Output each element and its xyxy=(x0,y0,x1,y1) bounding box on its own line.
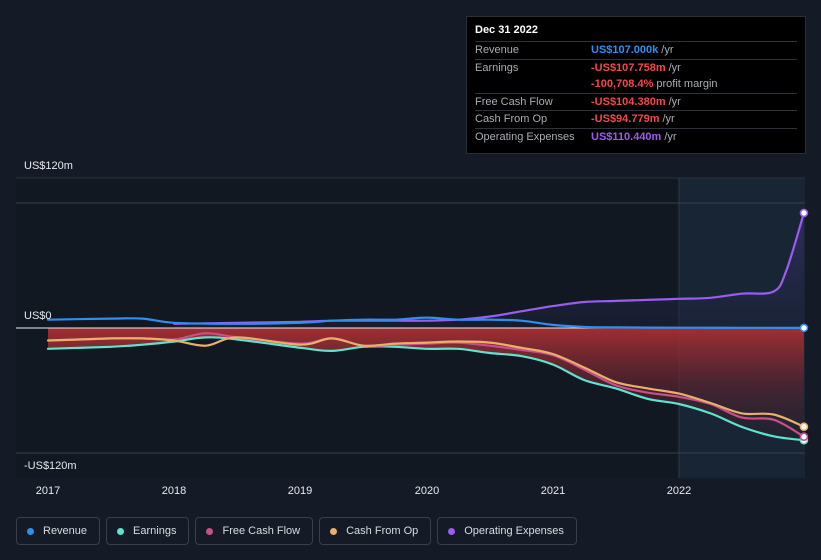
cash-from-op-end-marker xyxy=(799,422,809,432)
free-cash-flow-end-marker xyxy=(799,432,809,442)
tooltip-label: Cash From Op xyxy=(475,113,548,126)
tooltip-label: Earnings xyxy=(475,61,519,74)
tooltip-label: Revenue xyxy=(475,44,520,57)
legend-label: Earnings xyxy=(133,525,177,537)
legend-item-cash-from-op[interactable]: Cash From Op xyxy=(319,517,432,545)
cash-from-op-dot-icon xyxy=(330,527,338,535)
x-tick-label: 2018 xyxy=(161,485,187,497)
tooltip-value: US$110.440m xyxy=(591,130,662,143)
earnings-line xyxy=(46,336,805,442)
y-axis-bottom-label: -US$120m xyxy=(24,460,77,472)
cash-from-op-line xyxy=(46,336,805,428)
tooltip-row-cash-from-op: Cash From Op -US$94.779m /yr xyxy=(475,110,797,128)
tooltip-row-operating-expenses: Operating Expenses US$110.440m /yr xyxy=(475,127,797,146)
revenue-dot-icon xyxy=(27,527,34,535)
tooltip-unit: /yr xyxy=(664,130,677,143)
tooltip-row-profit-margin: -100,708.4% profit margin xyxy=(475,76,797,93)
earnings-area-fill xyxy=(48,328,804,441)
legend-label: Operating Expenses xyxy=(464,525,564,537)
legend-label: Revenue xyxy=(43,525,88,537)
data-tooltip: Dec 31 2022 Revenue US$107.000k /yr Earn… xyxy=(466,16,806,154)
tooltip-unit: /yr xyxy=(662,113,675,126)
operating-expenses-dot-icon xyxy=(448,527,456,535)
tooltip-value: -US$107.758m xyxy=(591,61,666,74)
earnings-dot-icon xyxy=(117,527,125,535)
legend-item-revenue[interactable]: Revenue xyxy=(16,517,101,545)
x-tick-label: 2021 xyxy=(540,485,566,497)
revenue-end-marker xyxy=(799,323,809,333)
tooltip-unit: /yr xyxy=(668,61,681,74)
legend-label: Free Cash Flow xyxy=(222,525,301,537)
legend-item-earnings[interactable]: Earnings xyxy=(106,517,190,545)
tooltip-value: US$107.000k xyxy=(591,44,659,57)
x-tick-label: 2022 xyxy=(666,485,692,497)
x-tick-label: 2019 xyxy=(287,485,313,497)
y-axis-top-label: US$120m xyxy=(24,160,73,172)
revenue-line xyxy=(46,316,805,329)
chart-area xyxy=(16,177,809,478)
x-tick-label: 2017 xyxy=(35,485,61,497)
x-tick-label: 2020 xyxy=(414,485,440,497)
tooltip-unit: profit margin xyxy=(656,78,718,91)
chart-legend: Revenue Earnings Free Cash Flow Cash Fro… xyxy=(16,517,577,545)
tooltip-unit: /yr xyxy=(668,95,681,108)
legend-item-operating-expenses[interactable]: Operating Expenses xyxy=(437,517,577,545)
tooltip-label: Operating Expenses xyxy=(475,130,575,143)
tooltip-row-free-cash-flow: Free Cash Flow -US$104.380m /yr xyxy=(475,92,797,111)
legend-label: Cash From Op xyxy=(346,525,419,537)
tooltip-value: -US$94.779m xyxy=(591,113,660,126)
tooltip-date: Dec 31 2022 xyxy=(475,24,538,36)
tooltip-row-earnings: Earnings -US$107.758m /yr xyxy=(475,58,797,77)
tooltip-unit: /yr xyxy=(661,44,674,57)
operating-expenses-end-marker xyxy=(799,208,809,218)
tooltip-label: Free Cash Flow xyxy=(475,95,553,108)
free-cash-flow-dot-icon xyxy=(206,527,214,535)
tooltip-value: -100,708.4% xyxy=(591,78,654,91)
operating-expenses-area-fill xyxy=(174,213,804,328)
tooltip-row-revenue: Revenue US$107.000k /yr xyxy=(475,41,797,59)
y-axis-zero-label: US$0 xyxy=(24,310,52,322)
tooltip-value: -US$104.380m xyxy=(591,95,666,108)
legend-item-free-cash-flow[interactable]: Free Cash Flow xyxy=(195,517,314,545)
